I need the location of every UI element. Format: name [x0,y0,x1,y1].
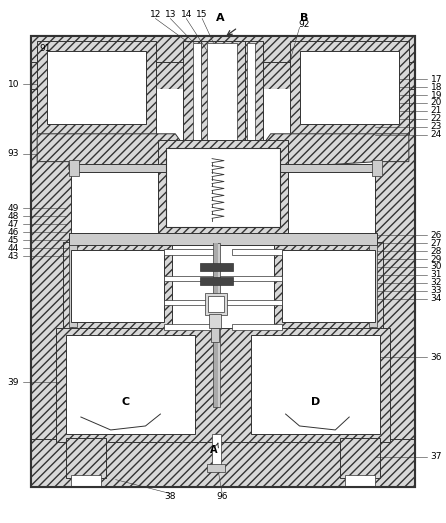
Bar [47,51,146,124]
Bar [200,263,233,271]
Text: 29: 29 [431,255,442,264]
Bar [211,327,219,343]
Bar [251,335,380,434]
Bar [289,41,409,134]
Bar [31,439,415,486]
Text: 91: 91 [40,44,51,53]
Bar [56,327,390,442]
Bar [214,243,218,407]
Text: A: A [216,13,224,22]
Bar [247,43,255,142]
Bar [183,41,201,144]
Bar [281,250,375,322]
Bar [369,245,377,326]
Text: 92: 92 [299,20,310,29]
Text: 48: 48 [8,212,19,221]
Text: 96: 96 [216,492,228,501]
Bar [193,43,201,142]
Bar [212,434,221,467]
Polygon shape [251,134,409,169]
Bar [31,37,415,486]
Bar [208,296,224,312]
Bar [69,233,377,245]
Text: 20: 20 [431,98,442,108]
Text: 27: 27 [431,238,442,247]
Bar [232,324,281,329]
Bar [69,160,79,176]
Bar [200,277,233,285]
Bar [69,164,183,172]
Bar [37,41,157,134]
Bar [63,242,172,329]
Polygon shape [37,134,195,169]
Bar [232,249,281,255]
Bar [201,41,245,144]
Bar [166,147,280,227]
Bar [345,475,375,486]
Text: 23: 23 [431,122,442,131]
Text: 43: 43 [8,252,19,260]
Bar [71,475,101,486]
Text: 26: 26 [431,231,442,240]
Bar [274,242,383,329]
Text: A: A [211,445,218,455]
Text: 38: 38 [165,492,176,501]
Bar [209,314,221,327]
Text: 45: 45 [8,236,19,245]
Bar [69,245,77,326]
Text: 36: 36 [431,353,442,362]
Bar [375,89,415,442]
Text: 24: 24 [431,130,442,139]
Text: B: B [300,13,309,22]
Text: 15: 15 [196,10,208,19]
Text: 10: 10 [8,79,19,88]
Bar [165,249,214,255]
Bar [205,293,227,315]
Text: 47: 47 [8,220,19,229]
Bar [263,164,377,172]
Bar [158,140,288,235]
Bar [31,37,415,62]
Text: 44: 44 [8,244,19,253]
Text: 21: 21 [431,107,442,116]
Bar [213,243,220,407]
Bar [207,464,225,472]
Bar [31,37,415,486]
Text: 28: 28 [431,246,442,256]
Text: C: C [122,397,130,407]
Bar [340,438,380,477]
Text: 18: 18 [431,83,442,92]
Text: 22: 22 [431,115,442,123]
Text: 49: 49 [8,204,19,213]
Text: 13: 13 [165,10,176,19]
Text: 32: 32 [431,278,442,287]
Bar [66,335,195,434]
Bar [66,438,106,477]
Text: 39: 39 [8,378,19,386]
Text: 31: 31 [431,270,442,279]
Bar [300,51,399,124]
Bar [372,160,382,176]
Bar [71,89,375,442]
Text: D: D [311,397,320,407]
Bar [207,43,237,142]
Bar [245,41,263,144]
Text: 46: 46 [8,228,19,237]
Bar [71,250,165,322]
Text: 34: 34 [431,294,442,303]
Text: 19: 19 [431,90,442,99]
Text: 12: 12 [150,10,161,19]
Text: 93: 93 [8,149,19,158]
Text: 14: 14 [181,10,192,19]
Bar [165,276,281,281]
Text: 33: 33 [431,286,442,295]
Text: 37: 37 [431,452,442,461]
Bar [165,300,281,305]
Bar [31,89,71,442]
Text: 17: 17 [431,75,442,84]
Text: 30: 30 [431,263,442,271]
Bar [165,324,214,329]
